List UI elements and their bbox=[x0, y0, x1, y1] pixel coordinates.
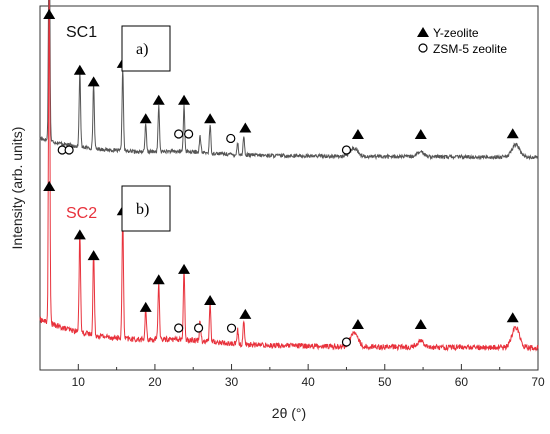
y-zeolite-peak-marker bbox=[506, 312, 519, 323]
legend-label-zsm5: ZSM-5 zeolite bbox=[433, 42, 507, 56]
x-tick-label: 30 bbox=[225, 375, 239, 389]
y-zeolite-peak-marker bbox=[178, 263, 191, 274]
zsm5-peak-marker bbox=[226, 323, 237, 333]
panel-b-box bbox=[121, 185, 171, 232]
zsm5-peak-marker bbox=[64, 145, 74, 155]
y-zeolite-peak-marker bbox=[414, 319, 427, 329]
y-zeolite-peak-marker bbox=[239, 122, 252, 133]
xrd-trace-sc1 bbox=[39, 0, 539, 161]
x-tick-label: 20 bbox=[148, 375, 162, 389]
y-zeolite-peak-marker bbox=[87, 250, 100, 261]
zsm5-peak-marker bbox=[341, 337, 352, 347]
y-zeolite-peak-marker bbox=[152, 274, 165, 285]
y-zeolite-peak-marker bbox=[204, 295, 217, 306]
y-zeolite-peak-marker bbox=[351, 129, 364, 139]
zsm5-peak-marker bbox=[174, 129, 184, 139]
x-tick-label: 40 bbox=[301, 375, 315, 389]
panel-a-box bbox=[121, 25, 171, 72]
zsm5-peak-marker bbox=[193, 323, 204, 333]
x-tick-label: 50 bbox=[378, 375, 392, 389]
y-zeolite-peak-marker bbox=[139, 301, 152, 312]
legend-label-y-zeolite: Y-zeolite bbox=[433, 26, 479, 40]
y-zeolite-peak-marker bbox=[73, 64, 86, 75]
markers-layer bbox=[43, 9, 519, 347]
y-zeolite-peak-marker bbox=[506, 128, 519, 139]
y-zeolite-peak-marker bbox=[152, 94, 165, 105]
series-2-label: SC2 bbox=[66, 205, 97, 222]
legend: Y-zeolite ZSM-5 zeolite bbox=[417, 26, 507, 56]
y-zeolite-peak-marker bbox=[178, 94, 191, 105]
zsm5-peak-marker bbox=[226, 133, 236, 144]
panel-a-label: a) bbox=[136, 41, 148, 58]
x-axis: 10 20 30 40 50 60 70 bbox=[39, 364, 545, 389]
zsm5-peak-marker bbox=[184, 129, 194, 139]
y-zeolite-peak-marker bbox=[43, 181, 56, 191]
y-zeolite-peak-marker bbox=[414, 129, 427, 139]
y-zeolite-peak-marker bbox=[351, 319, 364, 329]
y-zeolite-peak-marker bbox=[43, 9, 56, 19]
legend-triangle-marker bbox=[417, 27, 429, 37]
y-axis-title: Intensity (arb. units) bbox=[9, 127, 25, 250]
x-tick-label: 70 bbox=[531, 375, 545, 389]
y-zeolite-peak-marker bbox=[139, 113, 152, 124]
x-axis-title: 2θ (°) bbox=[272, 405, 306, 421]
y-zeolite-peak-marker bbox=[73, 229, 86, 240]
panel-b-label: b) bbox=[136, 201, 149, 218]
x-tick-label: 10 bbox=[72, 375, 86, 389]
zsm5-peak-marker bbox=[174, 323, 184, 333]
y-zeolite-peak-marker bbox=[239, 308, 252, 319]
legend-circle-marker bbox=[418, 43, 428, 53]
y-zeolite-peak-marker bbox=[204, 113, 217, 124]
zsm5-peak-marker bbox=[341, 145, 352, 155]
plot-frame bbox=[39, 5, 539, 371]
series-1-label: SC1 bbox=[66, 24, 97, 41]
y-zeolite-peak-marker bbox=[87, 76, 100, 87]
x-tick-label: 60 bbox=[455, 375, 469, 389]
